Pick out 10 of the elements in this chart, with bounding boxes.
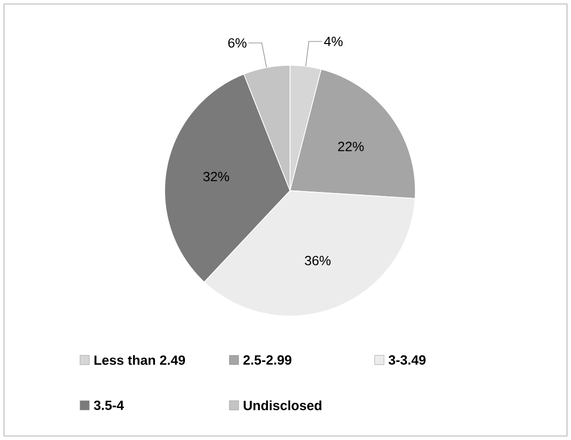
legend-label: Undisclosed [244,400,322,410]
legend-label: 3-3.49 [388,355,426,365]
legend-label: 3.5-4 [94,400,124,410]
data-label: 36% [304,256,331,266]
data-label: 22% [338,142,364,152]
legend-label: 2.5-2.99 [243,355,292,365]
data-label: 4% [324,36,343,46]
data-label: 32% [203,172,230,182]
data-label: 6% [228,38,246,48]
legend-label: Less than 2.49 [94,355,185,365]
